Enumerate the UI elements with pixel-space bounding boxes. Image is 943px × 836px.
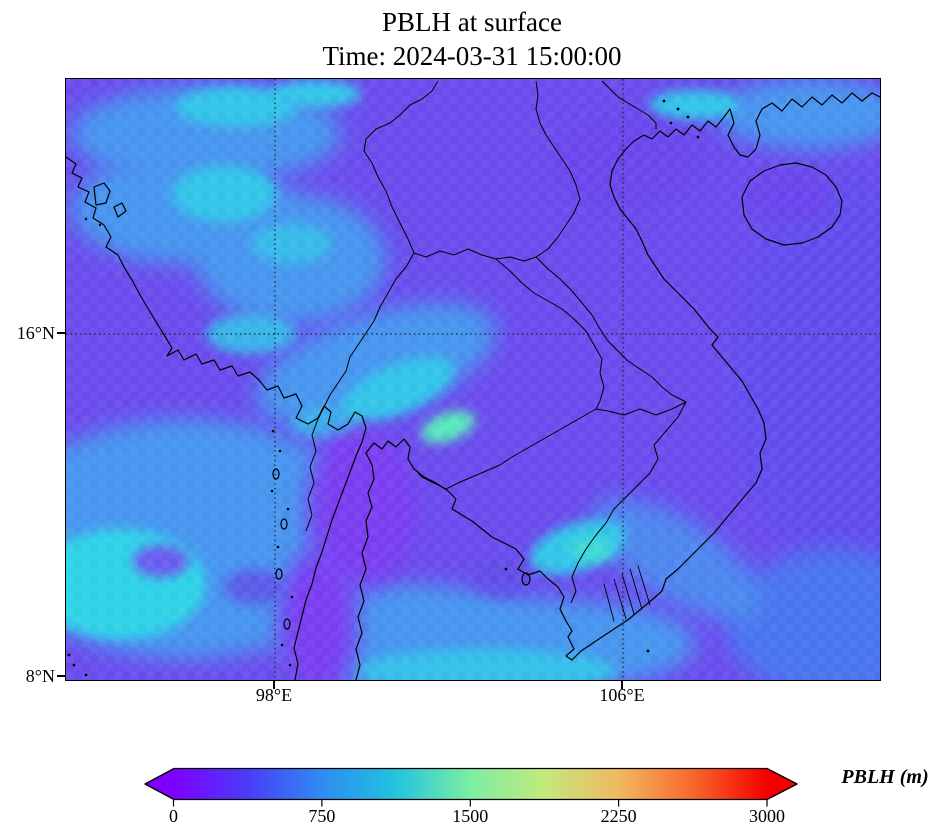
cbtick-3000: 3000	[749, 806, 785, 826]
border-thailand-laos-mekong	[495, 258, 605, 410]
colorbar-bar	[144, 767, 798, 801]
colorbar-label: PBLH (m)	[841, 766, 929, 788]
mekong-channels	[603, 565, 651, 622]
xtick-106e: 106°E	[599, 685, 645, 705]
island-bangladesh-2	[113, 202, 127, 218]
island-specks	[67, 99, 700, 677]
island-bangladesh-1	[93, 182, 111, 206]
border-vietnam-cambodia	[570, 401, 687, 604]
plot-subtitle: Time: 2024-03-31 15:00:00	[322, 41, 622, 71]
island-mergui-1	[272, 468, 280, 480]
island-mergui-3	[275, 568, 283, 580]
border-laos-north	[363, 80, 581, 262]
border-thailand-cambodia	[417, 401, 687, 490]
country-borders	[305, 80, 687, 604]
tick-8n	[57, 675, 65, 677]
border-thailand-myanmar	[305, 252, 415, 532]
plot-title: PBLH at surface	[382, 7, 562, 37]
island-mergui-4	[283, 618, 291, 630]
colorbar	[144, 767, 798, 807]
gridlines	[66, 79, 880, 680]
map-axes	[65, 78, 881, 681]
cbtick-0: 0	[169, 806, 178, 826]
cbtick-2250: 2250	[600, 806, 637, 826]
coastline-east	[355, 92, 880, 680]
tick-16n	[57, 332, 65, 334]
map-canvas	[66, 79, 880, 680]
cbtick-1500: 1500	[452, 806, 489, 826]
ytick-8n: 8°N	[25, 666, 55, 686]
tick-106e	[621, 681, 623, 689]
island-mergui-2	[280, 518, 288, 530]
island-phuquoc	[521, 572, 531, 586]
border-laos-vietnam	[535, 256, 687, 403]
tick-98e	[273, 681, 275, 689]
coastlines	[66, 92, 880, 680]
colorbar-tickmarks	[172, 800, 768, 807]
coastline-hainan	[741, 162, 843, 246]
border-vietnam-china	[601, 80, 657, 129]
ytick-16n: 16°N	[16, 323, 55, 343]
coastline-west	[66, 156, 367, 680]
pixelation-overlay	[66, 79, 880, 680]
cbtick-750: 750	[308, 806, 336, 826]
xtick-98e: 98°E	[255, 685, 293, 705]
